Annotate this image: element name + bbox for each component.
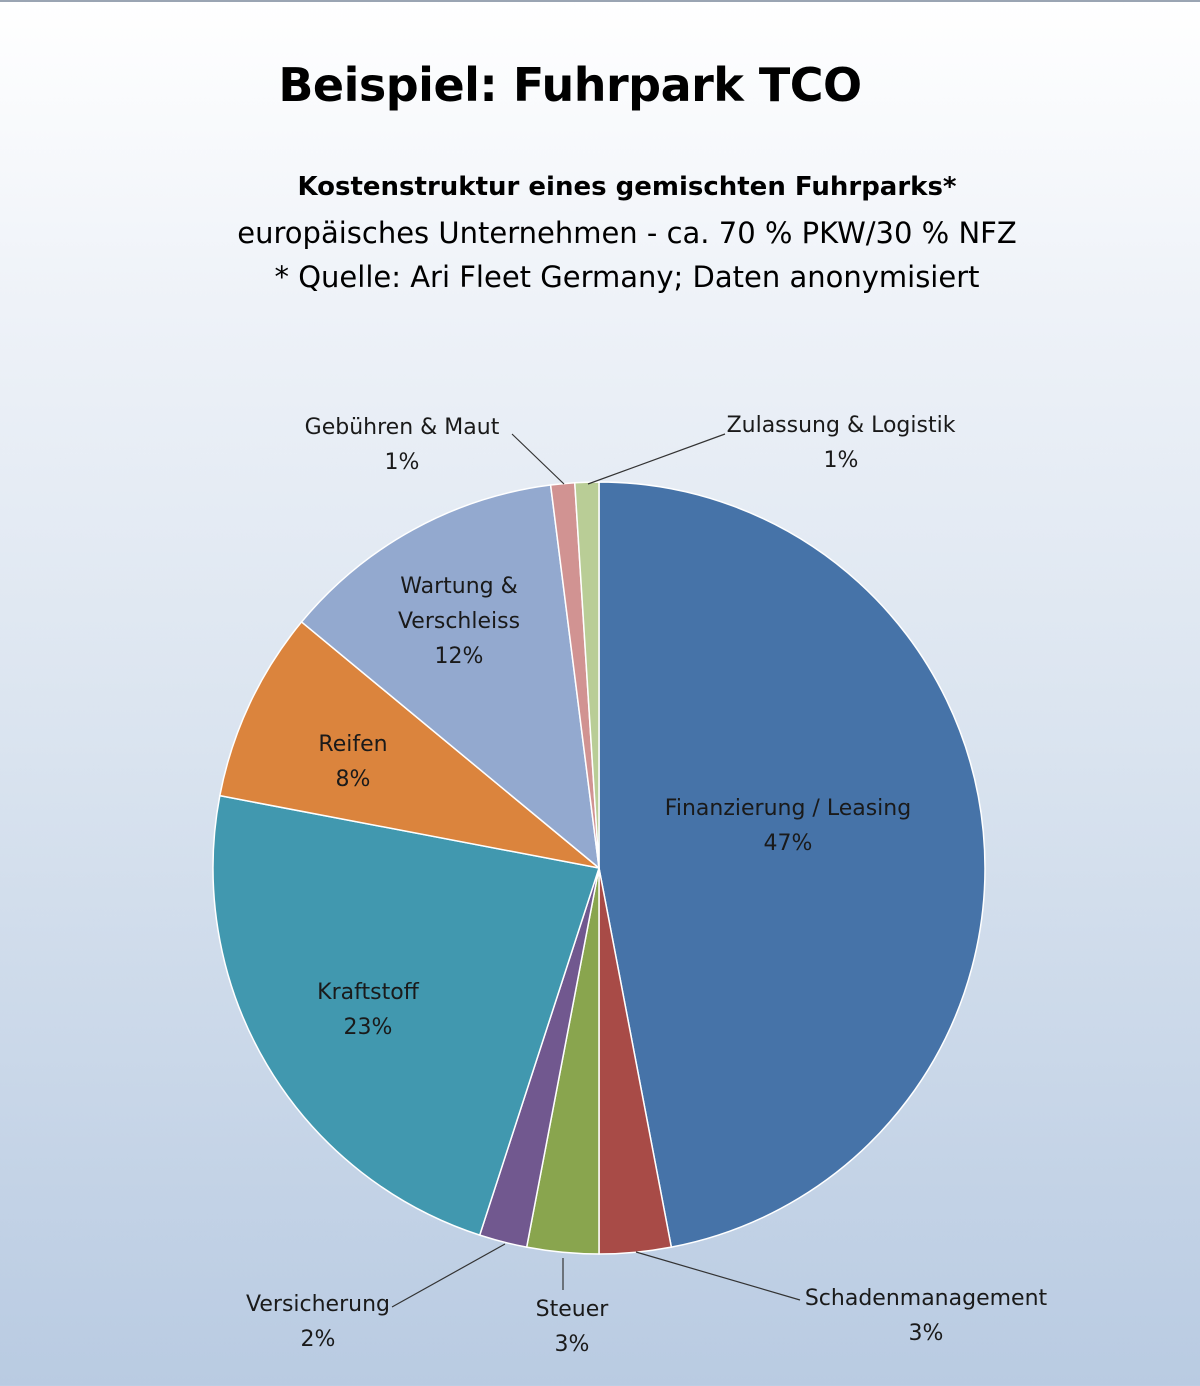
slice-value-zulassung-logistik: 1% [824,448,859,473]
pie-slice-finanzierung-leasing [598,481,986,1249]
top-border [0,0,1200,2]
slice-value-kraftstoff: 23% [344,1015,393,1040]
slice-value-gebuhren-maut: 1% [385,450,420,475]
slice-label-reifen: Reifen [318,732,387,757]
slice-value-reifen: 8% [336,767,371,792]
leader-line-versicherung [391,1243,506,1308]
slice-label-kraftstoff: Kraftstoff [317,980,419,1005]
pie-slice-reifen [218,620,600,869]
chart-subtitle-line2: europäisches Unternehmen - ca. 70 % PKW/… [237,216,1017,250]
slice-value-schadenmanagement: 3% [909,1321,944,1346]
chart-subtitle-line3: * Quelle: Ari Fleet Germany; Daten anony… [274,260,980,294]
pie-slice-zulassung-logistik [573,481,600,869]
leader-line-gebuhren-maut [511,433,565,485]
chart-subtitle-bold: Kostenstruktur eines gemischten Fuhrpark… [297,172,957,202]
slice-value-wartung-verschleiss: 12% [435,644,484,669]
slice-label-wartung-verschleiss-line2: Verschleiss [398,609,520,634]
slice-label-gebuhren-maut: Gebühren & Maut [305,415,500,440]
pie-slices [212,481,986,1255]
slice-labels: Finanzierung / Leasing 47% Schadenmanageme… [246,413,1048,1357]
slice-label-finanzierung-leasing: Finanzierung / Leasing [665,796,911,821]
leader-line-schadenmanagement [635,1251,801,1301]
slice-label-wartung-verschleiss-line1: Wartung & [400,574,518,599]
leader-lines [391,433,801,1308]
page-title: Beispiel: Fuhrpark TCO [278,58,862,112]
slice-label-versicherung: Versicherung [246,1292,390,1317]
slice-label-zulassung-logistik: Zulassung & Logistik [727,413,956,438]
slice-label-steuer: Steuer [536,1297,610,1322]
slice-value-versicherung: 2% [301,1327,336,1352]
leader-line-zulassung-logistik [587,433,726,485]
pie-slice-wartung-verschleiss [300,484,600,870]
slice-label-schadenmanagement: Schadenmanagement [805,1286,1048,1311]
pie-slice-kraftstoff [212,794,600,1237]
slice-value-finanzierung-leasing: 47% [764,831,813,856]
slice-value-steuer: 3% [555,1332,590,1357]
